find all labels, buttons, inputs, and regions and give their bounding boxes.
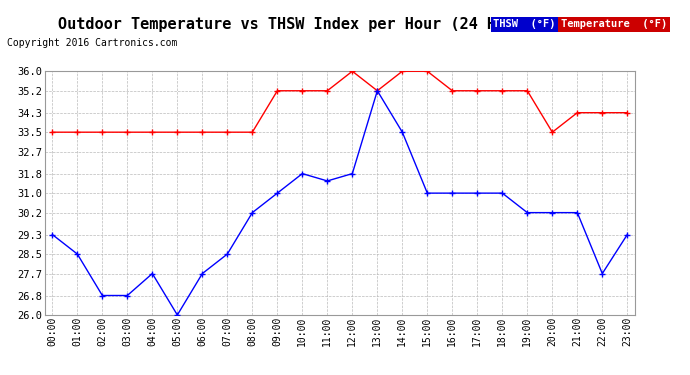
Text: Temperature  (°F): Temperature (°F) xyxy=(561,20,667,29)
Text: THSW  (°F): THSW (°F) xyxy=(493,20,556,29)
Text: Copyright 2016 Cartronics.com: Copyright 2016 Cartronics.com xyxy=(7,38,177,48)
Text: Outdoor Temperature vs THSW Index per Hour (24 Hours)  20161224: Outdoor Temperature vs THSW Index per Ho… xyxy=(57,17,633,32)
